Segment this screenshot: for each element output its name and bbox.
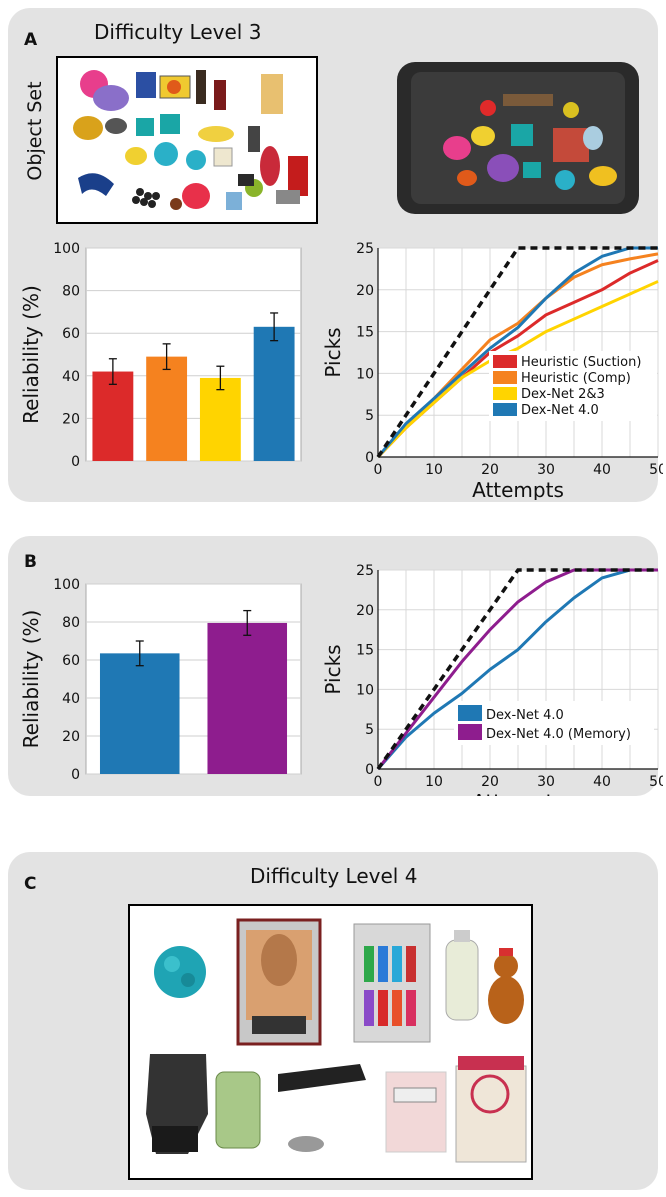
x-axis-label: Attempts [472,478,564,500]
y-axis-label: Picks [321,327,345,377]
chart-b-reliability: 0 20 40 60 80 100 Reliability (%) [19,577,302,783]
difficulty-4-objects-photo [128,904,533,1180]
object-set-photo [56,56,318,224]
x-tick-label: 20 [481,462,499,478]
y-tick-label: 0 [71,454,80,470]
y-tick-label: 100 [53,241,80,257]
chart-b-picks: 0 10 20 30 40 50 0 5 10 15 20 25 Dex-Net 4.0 Dex-Net … [321,563,663,796]
y-tick-label: 60 [62,326,80,342]
y-tick-label: 100 [53,577,80,593]
bar-dex-net-4-0 [253,326,295,461]
y-tick-label: 5 [365,722,374,738]
panel-a: A Difficulty Level 3 Object Set [8,8,663,502]
x-tick-label: 30 [537,462,555,478]
y-tick-label: 40 [62,691,80,707]
bar-dex-net-2-3 [199,377,241,461]
legend-label: Heuristic (Suction) [521,355,641,370]
series-line-dex-net-2-3 [376,280,659,459]
y-axis-label: Reliability (%) [19,285,43,424]
bin-photo [397,62,639,214]
y-tick-label: 25 [356,563,374,579]
y-tick-label: 5 [365,408,374,424]
x-tick-label: 40 [593,774,611,790]
x-tick-label: 0 [374,462,383,478]
object-set-label-wrap: Object Set [24,81,46,180]
x-tick-label: 50 [649,774,663,790]
x-tick-label: 10 [425,462,443,478]
y-tick-label: 25 [356,241,374,257]
legend-label: Dex-Net 4.0 [521,403,599,418]
y-tick-label: 80 [62,284,80,300]
y-tick-label: 60 [62,653,80,669]
chart-a-reliability: 0 20 40 60 80 100 Reliability (%) [19,241,302,470]
panel-b: B 0 20 40 60 80 100 Reliability (%) 0 10 20 30 40 5… [8,536,663,796]
series-line-dex-net-4-0 [376,246,658,458]
bar-dex-net-4-0 [99,653,180,774]
legend-box [454,701,654,745]
x-tick-label: 20 [481,774,499,790]
y-tick-label: 0 [71,767,80,783]
legend-swatch [493,387,517,400]
x-tick-label: 30 [537,774,555,790]
y-tick-label: 20 [62,411,80,427]
panel-label: B [24,552,37,572]
panel-label: A [24,30,38,50]
y-tick-label: 40 [62,369,80,385]
legend-label: Dex-Net 2&3 [521,387,605,402]
legend-swatch [493,355,517,368]
legend-swatch [458,705,482,721]
legend-label: Heuristic (Comp) [521,371,631,386]
panel-label: C [24,874,37,894]
y-axis-label: Reliability (%) [19,610,43,749]
y-tick-label: 10 [356,366,374,382]
bar-dex-net-4-0-memory- [207,622,288,774]
bar-heuristic-comp- [146,356,188,461]
y-tick-label: 0 [365,450,374,466]
legend-label: Dex-Net 4.0 (Memory) [486,727,631,742]
legend-swatch [493,371,517,384]
panel-c: C Difficulty Level 4 [8,852,658,1190]
y-tick-label: 10 [356,682,374,698]
x-axis-label: Attempts [472,790,564,796]
y-tick-label: 15 [356,325,374,341]
panel-title: Difficulty Level 3 [94,20,262,44]
y-tick-label: 20 [356,603,374,619]
panel-title: Difficulty Level 4 [250,864,418,888]
legend-label: Dex-Net 4.0 [486,708,564,723]
y-tick-label: 15 [356,643,374,659]
y-tick-label: 20 [356,283,374,299]
chart-a-picks: 0 10 20 30 40 50 0 5 10 15 20 25 Heuristic (Suction)… [321,241,663,500]
legend-swatch [493,403,517,416]
bar-heuristic-suction- [92,371,134,461]
object-set-label: Object Set [24,81,46,180]
x-tick-label: 10 [425,774,443,790]
x-tick-label: 40 [593,462,611,478]
x-tick-label: 50 [649,462,663,478]
y-tick-label: 0 [365,762,374,778]
x-tick-label: 0 [374,774,383,790]
y-tick-label: 20 [62,729,80,745]
y-tick-label: 80 [62,615,80,631]
legend-swatch [458,724,482,740]
oracle-line [376,568,658,771]
y-axis-label: Picks [321,644,345,694]
series-line-dex-net-4-0 [376,568,658,770]
